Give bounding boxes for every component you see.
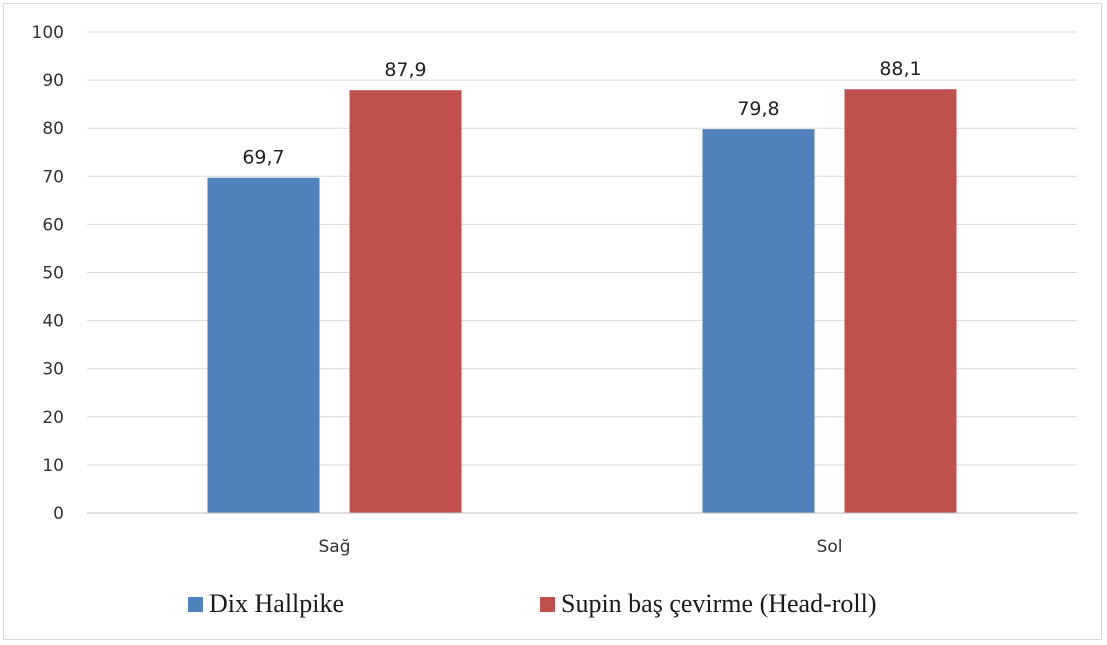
data-label: 79,8 — [737, 98, 779, 120]
bar-head-roll-1 — [844, 89, 957, 513]
y-tick-label: 20 — [42, 408, 64, 428]
bar-dix-hallpike-0 — [207, 177, 320, 514]
data-label: 87,9 — [384, 59, 426, 81]
y-tick-label: 60 — [42, 215, 64, 235]
legend-label: Supin baş çevirme (Head-roll) — [561, 589, 877, 618]
legend-swatch — [540, 597, 555, 612]
y-tick-label: 90 — [42, 71, 64, 91]
bar-head-roll-0 — [349, 90, 462, 514]
x-category-label: Sağ — [319, 537, 351, 557]
y-tick-label: 70 — [42, 167, 64, 187]
legend-swatch — [188, 597, 203, 612]
bar-dix-hallpike-1 — [702, 129, 815, 514]
y-tick-label: 80 — [42, 119, 64, 139]
legend-label: Dix Hallpike — [209, 589, 344, 618]
y-tick-label: 30 — [42, 360, 64, 380]
data-label: 88,1 — [879, 58, 921, 80]
y-tick-label: 0 — [53, 504, 64, 524]
x-category-label: Sol — [817, 537, 843, 557]
data-label: 69,7 — [242, 147, 284, 169]
y-tick-label: 50 — [42, 264, 64, 284]
y-tick-label: 40 — [42, 312, 64, 332]
y-tick-label: 10 — [42, 456, 64, 476]
y-tick-label: 100 — [32, 23, 64, 43]
